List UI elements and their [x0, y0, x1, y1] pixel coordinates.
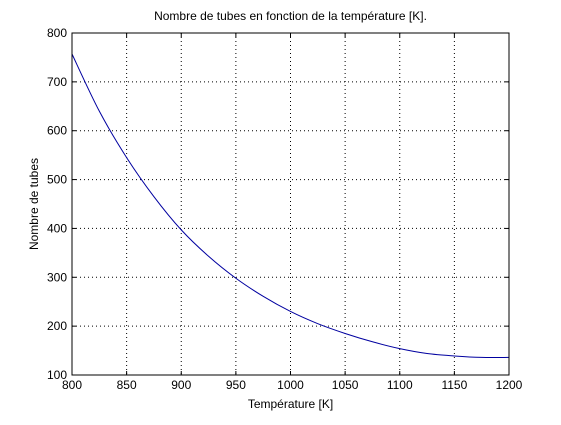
x-tick-label: 1150	[441, 378, 467, 392]
tick-labels: 800 850 900 950 1000 1050 1100 1150 1200 100 200 30…	[47, 26, 523, 392]
y-tick-label: 100	[47, 368, 67, 382]
series-layer	[71, 53, 510, 359]
plot-area-frame	[71, 32, 510, 376]
x-tick-label: 1050	[332, 378, 359, 392]
chart-title: Nombre de tubes en fonction de la tempér…	[154, 9, 427, 23]
y-tick-label: 600	[47, 124, 67, 138]
y-tick-label: 700	[47, 75, 67, 89]
grid-lines	[72, 33, 509, 375]
y-tick-label: 200	[47, 319, 67, 333]
series-line-0	[71, 53, 510, 359]
y-tick-label: 500	[47, 173, 67, 187]
y-axis-label: Nombre de tubes	[27, 158, 41, 250]
x-tick-label: 950	[226, 378, 246, 392]
y-tick-label: 400	[47, 221, 67, 235]
x-tick-label: 1100	[387, 378, 413, 392]
axis-ticks	[71, 32, 510, 376]
x-tick-label: 850	[117, 378, 137, 392]
x-tick-label: 800	[62, 378, 82, 392]
x-axis-label: Température [K]	[248, 397, 333, 411]
y-tick-label: 800	[47, 26, 67, 40]
x-tick-label: 1200	[496, 378, 523, 392]
x-tick-label: 1000	[277, 378, 304, 392]
y-tick-label: 300	[47, 270, 67, 284]
x-tick-label: 900	[171, 378, 191, 392]
